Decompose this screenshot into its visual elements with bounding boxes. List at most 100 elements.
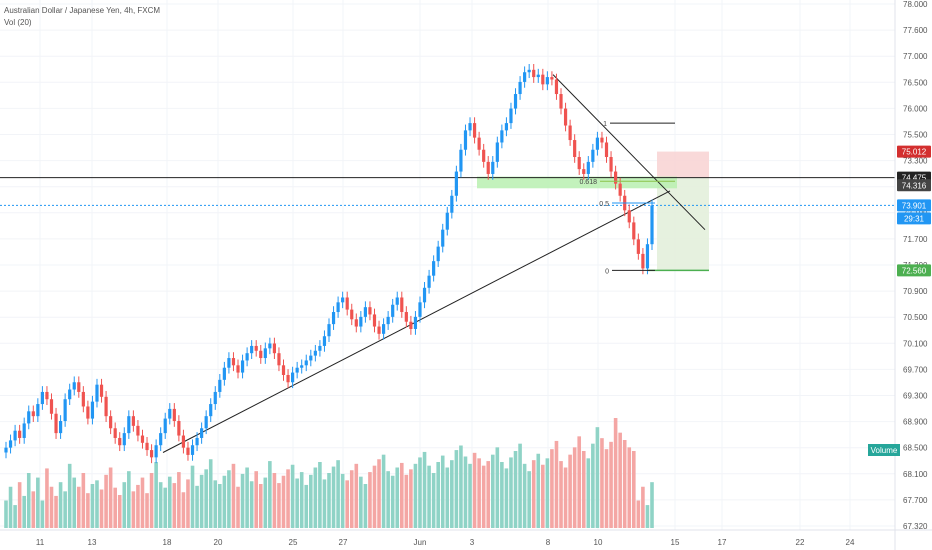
candle-body xyxy=(272,343,277,354)
candle-body xyxy=(4,447,8,453)
candle-body xyxy=(604,142,609,158)
candle-body xyxy=(263,348,267,359)
candle-body xyxy=(190,445,195,455)
volume-bar xyxy=(240,473,245,528)
candle-body xyxy=(250,345,254,354)
chart-legend: Australian Dollar / Japanese Yen, 4h, FX… xyxy=(4,5,160,29)
volume-bar xyxy=(158,482,163,528)
candle-body xyxy=(523,72,527,82)
candle-body xyxy=(204,416,208,429)
volume-bar xyxy=(554,440,559,528)
volume-bar xyxy=(254,471,259,528)
candle-body xyxy=(582,169,586,174)
candle-body xyxy=(186,447,190,455)
volume-bar xyxy=(327,473,331,528)
volume-bar xyxy=(117,495,122,528)
volume-bar xyxy=(527,471,531,528)
candle-body xyxy=(595,137,600,150)
volume-indicator-label[interactable]: Vol (20) xyxy=(4,18,32,27)
price-tick-label: 73.300 xyxy=(903,157,928,166)
candle-body xyxy=(109,416,113,429)
volume-bar xyxy=(632,451,636,528)
candle-body xyxy=(95,384,99,402)
fib-retracement[interactable]: 1 0.618 0.5 0 xyxy=(579,121,675,275)
candle-body xyxy=(36,404,40,417)
candle-body xyxy=(545,77,549,85)
volume-bar xyxy=(4,500,8,528)
candle-body xyxy=(468,123,472,131)
volume-bar xyxy=(627,447,632,528)
volume-bar xyxy=(541,464,545,528)
candle-body xyxy=(586,161,590,174)
candle-body xyxy=(463,130,468,150)
candle-body xyxy=(372,314,377,327)
volume-bar xyxy=(145,493,149,528)
take-profit-zone[interactable] xyxy=(657,177,709,271)
volume-bar xyxy=(131,491,136,528)
volume-bar xyxy=(322,479,327,528)
volume-bar xyxy=(368,472,372,528)
volume-bar xyxy=(154,462,158,528)
fib-level-label: 0 xyxy=(605,268,609,275)
downtrend-line[interactable] xyxy=(552,74,706,231)
volume-bar xyxy=(13,505,17,528)
candle-body xyxy=(409,321,413,329)
candle-body xyxy=(291,372,295,383)
volume-bar xyxy=(67,463,72,528)
volume-bar xyxy=(613,418,618,528)
candle-body xyxy=(77,382,81,392)
candle-body xyxy=(618,183,622,196)
candle-body xyxy=(472,123,477,138)
candle-body xyxy=(136,425,140,436)
volume-bar xyxy=(381,454,386,528)
volume-bar xyxy=(213,480,218,528)
candle-body xyxy=(113,428,117,438)
volume-bar xyxy=(277,483,281,528)
candle-body xyxy=(559,94,563,109)
volume-bar xyxy=(199,474,204,528)
volume-bar xyxy=(591,443,595,528)
stop-loss-zone[interactable] xyxy=(657,151,709,178)
volume-bar xyxy=(531,460,536,528)
fib-level-label: 1 xyxy=(603,121,607,128)
candle-body xyxy=(118,437,122,446)
chart-grid xyxy=(0,0,895,530)
volume-bar xyxy=(172,483,177,528)
candle-body xyxy=(504,123,509,131)
volume-bar xyxy=(76,486,81,528)
time-tick-label: 18 xyxy=(163,538,172,547)
price-tag-label: 75.012 xyxy=(902,148,927,157)
candle-body xyxy=(168,408,172,419)
volume-bar xyxy=(486,461,491,528)
volume-bar xyxy=(454,450,459,528)
candle-body xyxy=(486,161,490,174)
chart-title[interactable]: Australian Dollar / Japanese Yen, 4h, FX… xyxy=(4,6,161,15)
volume-bar xyxy=(181,492,186,528)
price-tick-label: 77.000 xyxy=(903,52,928,61)
volume-bar xyxy=(577,436,582,528)
volume-bar xyxy=(95,480,99,528)
time-axis[interactable]: 11 13 18 20 25 27 Jun 3 8 10 15 17 22 24 xyxy=(0,529,932,547)
volume-bar xyxy=(395,467,400,528)
candle-body xyxy=(454,171,458,196)
candle-body xyxy=(18,430,22,438)
candle-body xyxy=(195,437,199,446)
time-tick-label: 15 xyxy=(671,538,680,547)
volume-bar xyxy=(572,447,577,528)
position-zones[interactable] xyxy=(477,151,709,272)
volume-bar xyxy=(49,486,54,528)
fib-level-label: 0.5 xyxy=(599,201,609,208)
candle-body xyxy=(154,445,158,458)
time-tick-label: 3 xyxy=(470,538,475,547)
volume-bar xyxy=(54,495,58,528)
candle-body xyxy=(627,210,631,223)
candle-body xyxy=(177,421,181,436)
price-tick-label: 76.000 xyxy=(903,104,928,113)
candle-body xyxy=(441,229,445,247)
volume-bar xyxy=(545,458,550,528)
volume-bar xyxy=(354,463,359,528)
volume-bar xyxy=(409,469,413,528)
support-zone[interactable] xyxy=(477,176,677,189)
volume-bar xyxy=(81,473,86,528)
